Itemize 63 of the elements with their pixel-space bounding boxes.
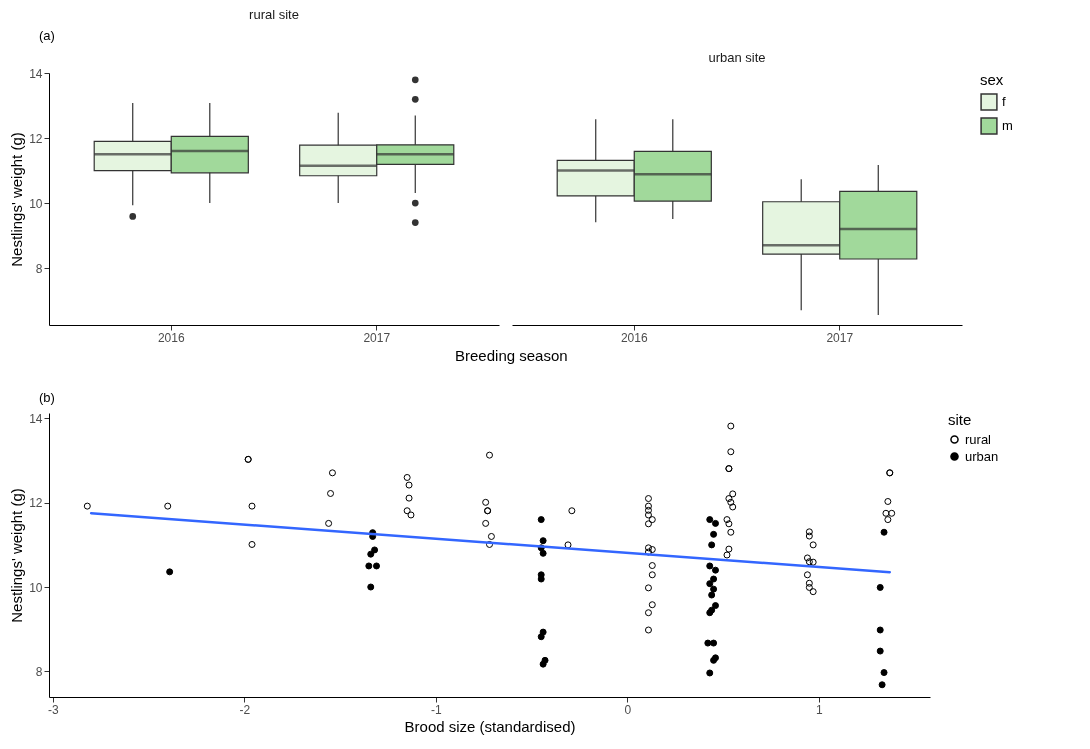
legend-label: m <box>1002 118 1013 133</box>
x-axis-title: Breeding season <box>455 347 568 364</box>
point <box>367 583 375 591</box>
y-tick-label: 12 <box>29 496 43 511</box>
point <box>876 583 884 591</box>
text: (a) <box>39 28 55 43</box>
point <box>880 669 888 677</box>
point <box>710 639 718 647</box>
x-tick-label: -3 <box>47 702 59 717</box>
point <box>704 639 712 647</box>
legend-label: rural <box>965 431 992 447</box>
point <box>880 528 888 536</box>
x-tick-label: 2016 <box>157 330 185 345</box>
point <box>537 516 545 524</box>
y-tick-label: 8 <box>35 261 43 276</box>
point <box>712 602 719 610</box>
point <box>365 562 373 570</box>
point <box>712 519 719 527</box>
point <box>706 580 714 588</box>
x-tick-label: 2017 <box>826 330 854 345</box>
x-tick-label: 1 <box>816 702 824 717</box>
point <box>371 546 379 554</box>
point <box>539 549 547 557</box>
y-tick-label: 14 <box>29 66 43 81</box>
chart-title: urban site <box>708 50 766 65</box>
x-tick-label: -1 <box>431 702 443 717</box>
point <box>706 669 714 677</box>
y-axis-title: Nestlings' weight (g) <box>8 132 26 267</box>
legend-label: f <box>1002 94 1006 109</box>
point <box>539 537 547 545</box>
y-tick-label: 8 <box>35 664 43 679</box>
point <box>708 541 716 549</box>
y-tick-label: 14 <box>29 411 43 426</box>
x-tick-label: 0 <box>624 702 632 717</box>
point <box>710 530 718 538</box>
point <box>878 681 886 689</box>
point <box>706 516 714 524</box>
point <box>706 562 714 570</box>
y-axis-title: Nestlings' weight (g) <box>8 488 26 623</box>
point <box>166 568 174 576</box>
x-tick-label: 2016 <box>620 330 648 345</box>
x-axis-title: Brood size (standardised) <box>404 717 576 735</box>
legend-title: site <box>948 411 972 428</box>
point <box>539 660 547 668</box>
x-tick-label: 2017 <box>363 330 391 345</box>
point <box>708 591 716 599</box>
point <box>710 585 718 593</box>
y-tick-label: 10 <box>29 196 43 211</box>
y-tick-label: 10 <box>29 580 43 595</box>
point <box>537 575 545 583</box>
point <box>367 550 375 558</box>
x-tick-label: -2 <box>239 702 251 717</box>
point <box>876 626 884 634</box>
point <box>712 566 719 574</box>
point <box>876 647 884 655</box>
chart-title: rural site <box>249 7 299 22</box>
y-tick-label: 12 <box>29 131 43 146</box>
legend-title: sex <box>980 71 1004 88</box>
legend-label: urban <box>965 448 999 464</box>
point <box>710 575 718 583</box>
point <box>373 562 380 570</box>
point <box>537 633 545 641</box>
text: (b) <box>39 390 55 405</box>
